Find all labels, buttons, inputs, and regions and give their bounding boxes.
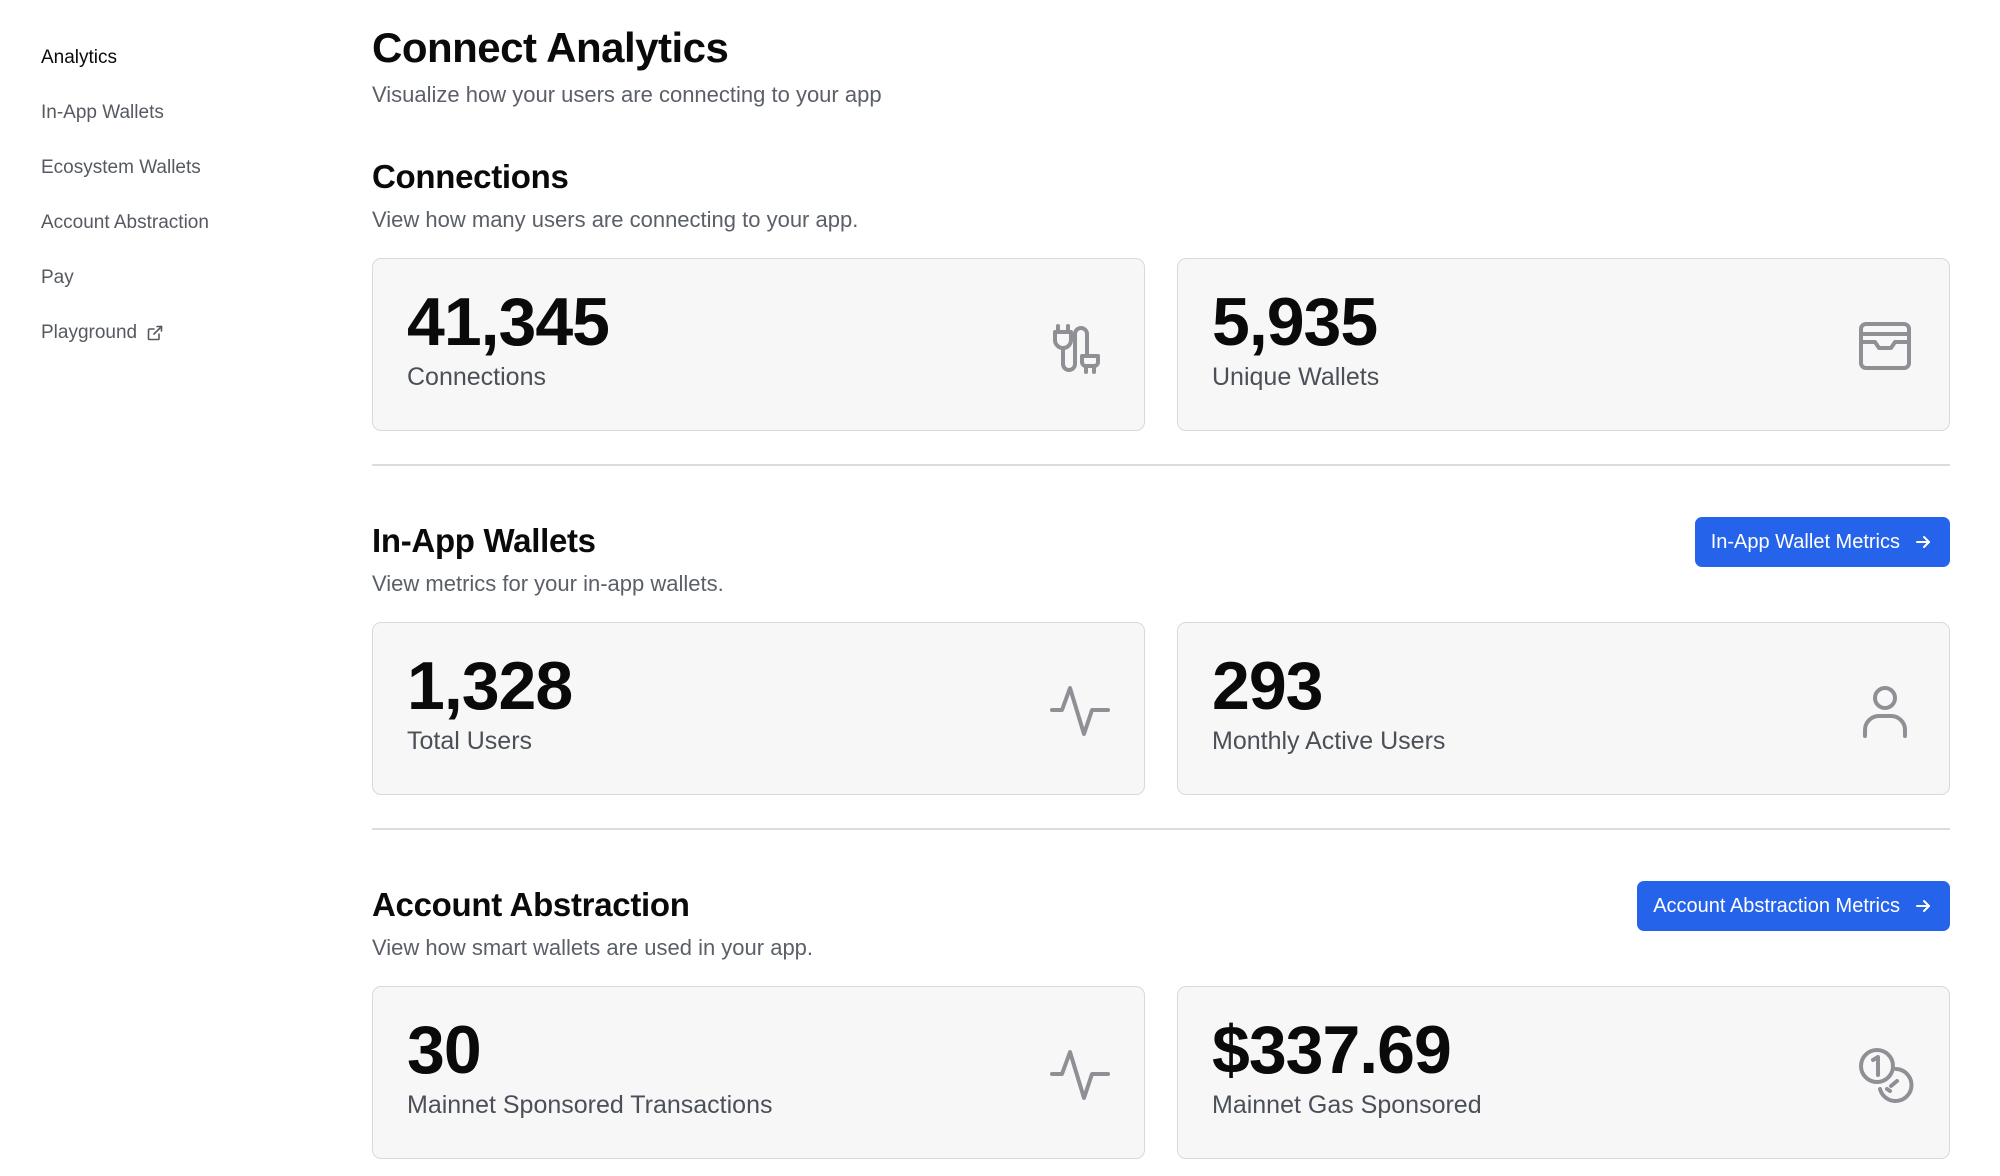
sidebar-item-in-app-wallets[interactable]: In-App Wallets <box>41 85 301 140</box>
sidebar-item-analytics[interactable]: Analytics <box>41 30 301 85</box>
sidebar-item-label: Pay <box>41 266 74 288</box>
stat-value: 5,935 <box>1212 284 1378 360</box>
stat-value: 1,328 <box>407 648 573 724</box>
stat-cards: 1,328 Total Users 293 Monthly Active Use… <box>372 622 1950 795</box>
sidebar-nav: Analytics In-App Wallets Ecosystem Walle… <box>41 30 301 360</box>
sidebar-item-pay[interactable]: Pay <box>41 250 301 305</box>
section-subtitle: View how smart wallets are used in your … <box>372 935 814 960</box>
section-title: Account Abstraction <box>372 886 690 923</box>
stat-label: Unique Wallets <box>1212 363 1380 391</box>
arrow-right-icon <box>1914 897 1932 915</box>
stat-card-sponsored-transactions: 30 Mainnet Sponsored Transactions <box>372 986 1145 1159</box>
account-abstraction-metrics-button[interactable]: Account Abstraction Metrics <box>1637 881 1950 931</box>
activity-icon <box>1048 1042 1112 1106</box>
section-title: In-App Wallets <box>372 522 596 559</box>
stat-card-total-users: 1,328 Total Users <box>372 622 1145 795</box>
external-link-icon <box>147 325 163 341</box>
button-label: Account Abstraction Metrics <box>1653 894 1900 917</box>
section-title: Connections <box>372 158 569 195</box>
stat-label: Connections <box>407 363 546 391</box>
sidebar-item-account-abstraction[interactable]: Account Abstraction <box>41 195 301 250</box>
sidebar-item-label: Ecosystem Wallets <box>41 156 201 178</box>
stat-label: Total Users <box>407 727 533 755</box>
sidebar-item-label: Playground <box>41 321 138 343</box>
stat-value: $337.69 <box>1212 1012 1452 1088</box>
stat-card-gas-sponsored: $337.69 Mainnet Gas Sponsored <box>1177 986 1950 1159</box>
stat-cards: 30 Mainnet Sponsored Transactions $337.6… <box>372 986 1950 1159</box>
stat-label: Mainnet Gas Sponsored <box>1212 1091 1482 1119</box>
stat-card-connections: 41,345 Connections <box>372 258 1145 431</box>
stat-value: 30 <box>407 1012 482 1088</box>
page-subtitle: Visualize how your users are connecting … <box>372 82 882 107</box>
stat-cards: 41,345 Connections 5,935 Unique <box>372 258 1950 431</box>
wallet-icon <box>1853 314 1917 378</box>
sidebar-item-ecosystem-wallets[interactable]: Ecosystem Wallets <box>41 140 301 195</box>
stat-label: Mainnet Sponsored Transactions <box>407 1091 773 1119</box>
section-divider <box>372 828 1950 830</box>
sidebar-item-label: In-App Wallets <box>41 101 164 123</box>
section-divider <box>372 464 1950 466</box>
activity-icon <box>1048 678 1112 742</box>
section-subtitle: View how many users are connecting to yo… <box>372 207 859 232</box>
stat-value: 41,345 <box>407 284 610 360</box>
sidebar-item-label: Analytics <box>41 46 118 68</box>
plug-icon <box>1048 314 1112 378</box>
stat-value: 293 <box>1212 648 1323 724</box>
arrow-right-icon <box>1914 533 1932 551</box>
page-title: Connect Analytics <box>372 24 729 71</box>
stat-label: Monthly Active Users <box>1212 727 1446 755</box>
stat-card-unique-wallets: 5,935 Unique Wallets <box>1177 258 1950 431</box>
coins-icon <box>1853 1042 1917 1106</box>
button-label: In-App Wallet Metrics <box>1710 530 1900 553</box>
sidebar-item-label: Account Abstraction <box>41 211 209 233</box>
stat-card-monthly-active-users: 293 Monthly Active Users <box>1177 622 1950 795</box>
section-subtitle: View metrics for your in-app wallets. <box>372 571 724 596</box>
user-icon <box>1853 678 1917 742</box>
sidebar-item-playground[interactable]: Playground <box>41 305 301 360</box>
in-app-wallet-metrics-button[interactable]: In-App Wallet Metrics <box>1694 517 1950 567</box>
